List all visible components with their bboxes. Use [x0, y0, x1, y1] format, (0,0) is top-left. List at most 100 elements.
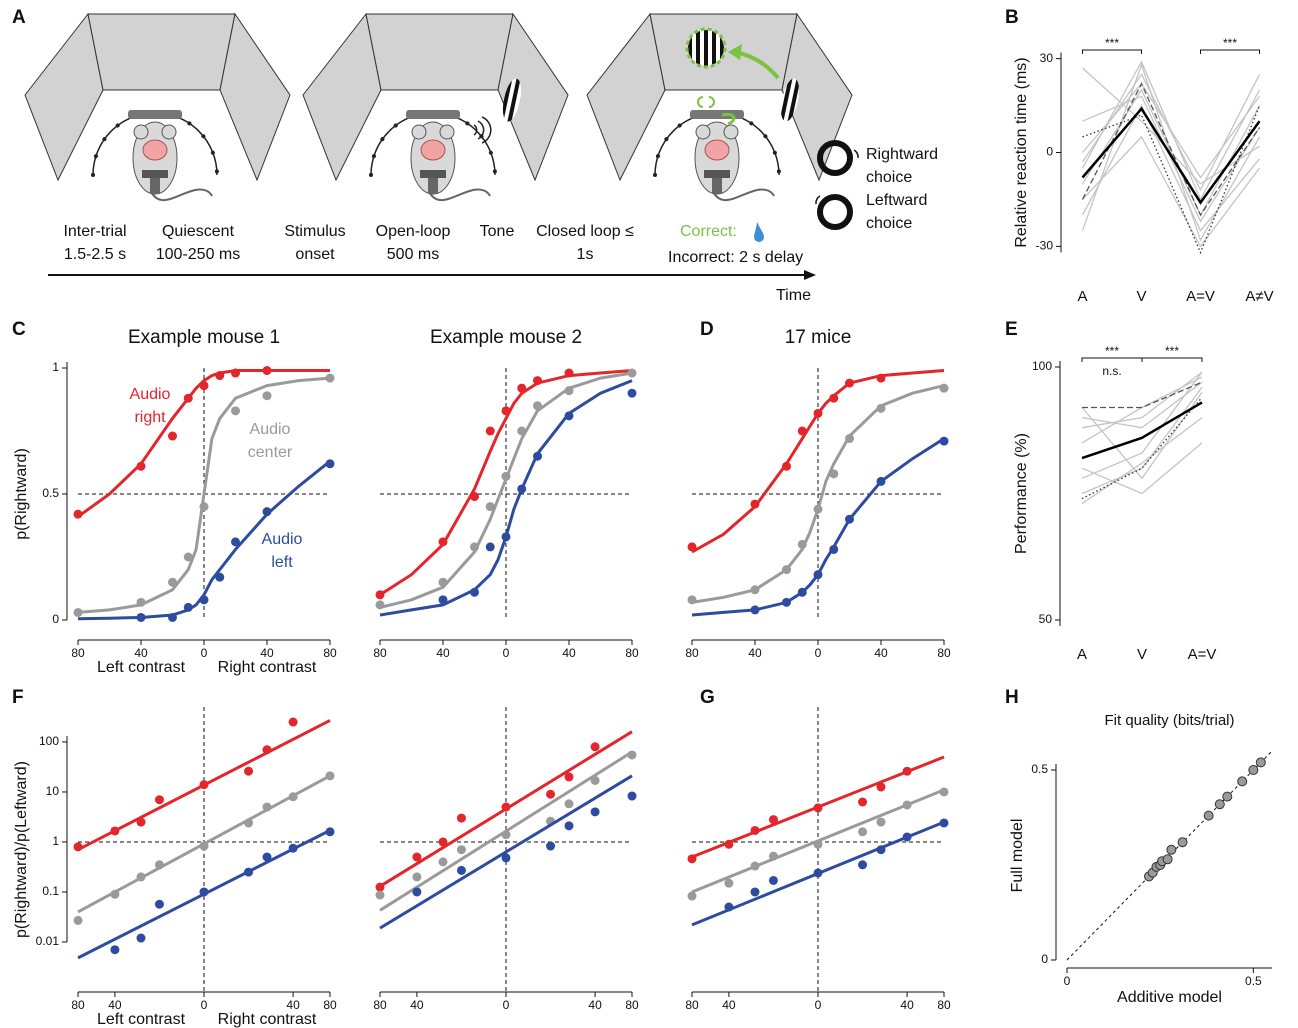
data-point — [688, 542, 697, 551]
panel-label: B — [1005, 7, 1019, 28]
data-point — [439, 537, 448, 546]
x-tick-label: 40 — [410, 998, 424, 1012]
y-tick-label: 0 — [1046, 145, 1053, 159]
data-point — [200, 381, 209, 390]
x-tick-label: 80 — [71, 998, 85, 1012]
significance-label: *** — [1105, 344, 1119, 358]
data-point — [829, 545, 838, 554]
choice-label: Rightward choice — [866, 143, 961, 189]
data-point — [263, 803, 272, 812]
data-point — [565, 386, 574, 395]
data-point — [155, 900, 164, 909]
significance-bracket — [1082, 358, 1142, 362]
data-point — [517, 427, 526, 436]
significance-bracket — [1201, 50, 1260, 54]
data-point — [940, 384, 949, 393]
data-point — [858, 860, 867, 869]
data-point — [137, 613, 146, 622]
data-point — [155, 860, 164, 869]
data-point — [798, 588, 807, 597]
rig-stimulus — [303, 14, 568, 200]
data-point — [724, 840, 733, 849]
panel-label: F — [12, 687, 24, 708]
data-point — [814, 868, 823, 877]
data-point — [457, 866, 466, 875]
x-tick-label: 80 — [323, 646, 337, 660]
panel-label: C — [12, 319, 26, 340]
data-point — [376, 600, 385, 609]
data-point — [137, 872, 146, 881]
data-point — [200, 887, 209, 896]
data-point — [858, 797, 867, 806]
data-point — [517, 384, 526, 393]
series-line — [1082, 377, 1202, 443]
x-tick-label: 40 — [260, 646, 274, 660]
data-point — [628, 750, 637, 759]
data-point — [326, 374, 335, 383]
x-tick-label: 0.5 — [1245, 974, 1262, 988]
series-line — [1082, 392, 1202, 478]
data-point — [155, 795, 164, 804]
data-point — [1238, 777, 1247, 786]
data-point — [110, 826, 119, 835]
significance-bracket — [1142, 358, 1202, 362]
data-point — [565, 369, 574, 378]
x-tick-label: 0 — [201, 998, 208, 1012]
wheel-left — [820, 197, 850, 227]
series-label: Audio center — [238, 418, 302, 464]
data-point — [877, 818, 886, 827]
data-point — [184, 603, 193, 612]
data-point — [244, 868, 253, 877]
data-point — [457, 845, 466, 854]
data-point — [565, 772, 574, 781]
x-tick-label: 40 — [436, 646, 450, 660]
significance-label: n.s. — [1102, 364, 1121, 378]
incorrect-label: Incorrect: 2 s delay — [668, 246, 803, 269]
series-line — [1082, 418, 1202, 504]
series-label: Audio left — [250, 528, 314, 574]
rotation-arrow — [854, 150, 858, 158]
tone-icon — [474, 117, 491, 143]
y-tick-label: 100 — [1032, 359, 1052, 373]
panel-label: D — [700, 319, 714, 340]
data-point — [184, 553, 193, 562]
data-point — [782, 598, 791, 607]
x-axis-label: Left contrast — [97, 1011, 186, 1028]
x-tick-label: 40 — [874, 646, 888, 660]
data-point — [533, 452, 542, 461]
data-point — [137, 462, 146, 471]
y-axis-label: p(Rightward)/p(Leftward) — [13, 761, 30, 938]
data-point — [137, 818, 146, 827]
y-tick-label: 0 — [1041, 952, 1048, 966]
correct-label: Correct: — [680, 220, 737, 243]
series-label: Audio right — [118, 383, 182, 429]
series-line — [1082, 382, 1202, 428]
figure: A B-30030Relative reaction time (ms)AVA=… — [0, 0, 1298, 1028]
significance-label: *** — [1105, 36, 1119, 50]
data-point — [814, 840, 823, 849]
data-point — [74, 916, 83, 925]
timeline-label: Inter-trial 1.5-2.5 s — [50, 220, 140, 266]
data-point — [751, 500, 760, 509]
data-point — [591, 742, 600, 751]
data-point — [533, 376, 542, 385]
data-point — [200, 595, 209, 604]
x-tick-label: A≠V — [1245, 288, 1273, 305]
y-tick-label: 30 — [1040, 51, 1054, 65]
y-tick-label: 0.5 — [1031, 762, 1048, 776]
data-point — [470, 492, 479, 501]
data-point — [137, 934, 146, 943]
data-point — [903, 800, 912, 809]
data-point — [502, 532, 511, 541]
data-point — [940, 787, 949, 796]
data-point — [628, 369, 637, 378]
data-point — [137, 598, 146, 607]
data-point — [263, 366, 272, 375]
data-point — [457, 814, 466, 823]
series-line — [1083, 62, 1260, 200]
data-point — [74, 842, 83, 851]
data-point — [724, 903, 733, 912]
x-tick-label: 0 — [1064, 974, 1071, 988]
data-point — [798, 540, 807, 549]
x-tick-label: 80 — [323, 998, 337, 1012]
